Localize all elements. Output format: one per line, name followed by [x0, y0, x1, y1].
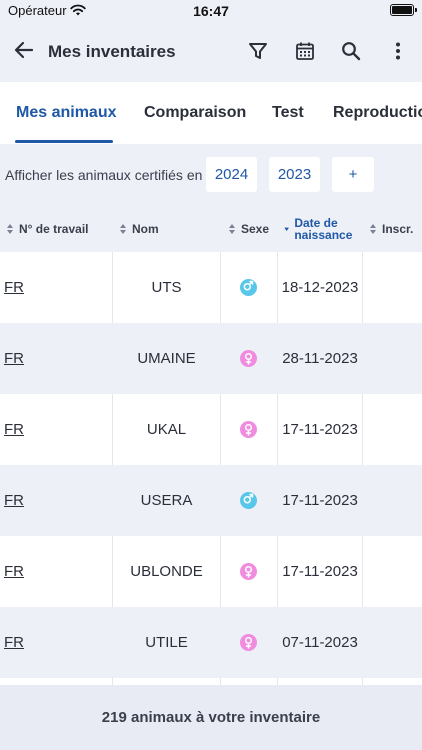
birth-date: 17-11-2023 [282, 563, 358, 580]
female-icon [221, 323, 276, 394]
tab-reproduction[interactable]: Reproduction [333, 104, 422, 121]
female-icon [221, 607, 276, 678]
calendar-button[interactable] [290, 36, 320, 66]
table-row[interactable]: FR UKAL 17-11-2023 [0, 394, 422, 465]
birth-date: 07-11-2023 [282, 634, 358, 651]
animal-name: UBLONDE [130, 563, 203, 580]
female-icon [221, 536, 276, 607]
column-header-date-naissance[interactable]: Date de naissance [284, 206, 364, 252]
table-header: N° de travail Nom Sexe Date de naissance… [0, 206, 422, 252]
tab-test[interactable]: Test [272, 104, 304, 121]
animal-name: UKAL [146, 421, 187, 438]
active-tab-indicator [15, 140, 113, 143]
carrier-label: Opérateur [8, 3, 67, 18]
certification-filter: Afficher les animaux certifiés en 2024 2… [0, 144, 422, 206]
page-title: Mes inventaires [48, 42, 176, 61]
work-number-link[interactable]: FR [4, 421, 24, 438]
column-header-work-number[interactable]: N° de travail [6, 206, 89, 252]
more-vertical-icon [396, 42, 400, 60]
work-number-link[interactable]: FR [4, 563, 24, 580]
birth-date: 17-11-2023 [282, 421, 358, 438]
table-row[interactable]: FR UBLONDE 17-11-2023 [0, 536, 422, 607]
app-bar: Mes inventaires [0, 22, 422, 82]
sort-icon [370, 224, 376, 234]
year-button-2024[interactable]: 2024 [206, 157, 257, 192]
column-header-nom[interactable]: Nom [119, 206, 159, 252]
birth-date: 28-11-2023 [282, 350, 358, 367]
table-row[interactable]: FR UMAINE 28-11-2023 [0, 323, 422, 394]
sort-icon [7, 224, 13, 234]
back-button[interactable] [8, 34, 40, 66]
sort-icon [120, 224, 126, 234]
filter-button[interactable] [243, 36, 273, 66]
tab-mes-animaux[interactable]: Mes animaux [16, 104, 117, 121]
status-bar: Opérateur 16:47 [0, 0, 422, 22]
filter-icon [249, 43, 267, 59]
animal-name: UTILE [145, 634, 188, 651]
animal-name: USERA [140, 492, 193, 509]
more-options-button[interactable] [383, 36, 413, 66]
tab-comparaison[interactable]: Comparaison [144, 104, 247, 121]
back-arrow-icon [14, 41, 34, 59]
animal-name: UTS [151, 279, 182, 296]
column-header-inscr[interactable]: Inscr. [369, 206, 413, 252]
birth-date: 17-11-2023 [282, 492, 358, 509]
table-row[interactable]: FR UTS 18-12-2023 [0, 252, 422, 323]
work-number-link[interactable]: FR [4, 634, 24, 651]
column-header-sexe[interactable]: Sexe [228, 206, 269, 252]
filter-label: Afficher les animaux certifiés en [5, 167, 203, 183]
male-icon [221, 252, 276, 323]
calendar-icon [296, 42, 314, 60]
add-year-button[interactable]: + [332, 157, 374, 192]
clock: 16:47 [193, 3, 229, 19]
battery-icon [390, 4, 417, 16]
sort-descending-icon [284, 227, 289, 231]
wifi-icon [70, 4, 86, 16]
birth-date: 18-12-2023 [281, 279, 359, 296]
female-icon [221, 394, 276, 465]
sort-icon [229, 224, 235, 234]
year-button-2023[interactable]: 2023 [269, 157, 320, 192]
work-number-link[interactable]: FR [4, 350, 24, 367]
table-row[interactable]: FR USERA 17-11-2023 [0, 465, 422, 536]
work-number-link[interactable]: FR [4, 279, 24, 296]
male-icon [221, 465, 276, 536]
animal-name: UMAINE [137, 350, 196, 367]
tab-bar: Mes animaux Comparaison Test Reproductio… [0, 82, 422, 144]
search-icon [342, 42, 361, 61]
table-row[interactable]: FR UTILE 07-11-2023 [0, 607, 422, 678]
search-button[interactable] [336, 36, 366, 66]
work-number-link[interactable]: FR [4, 492, 24, 509]
inventory-summary: 219 animaux à votre inventaire [0, 685, 422, 750]
